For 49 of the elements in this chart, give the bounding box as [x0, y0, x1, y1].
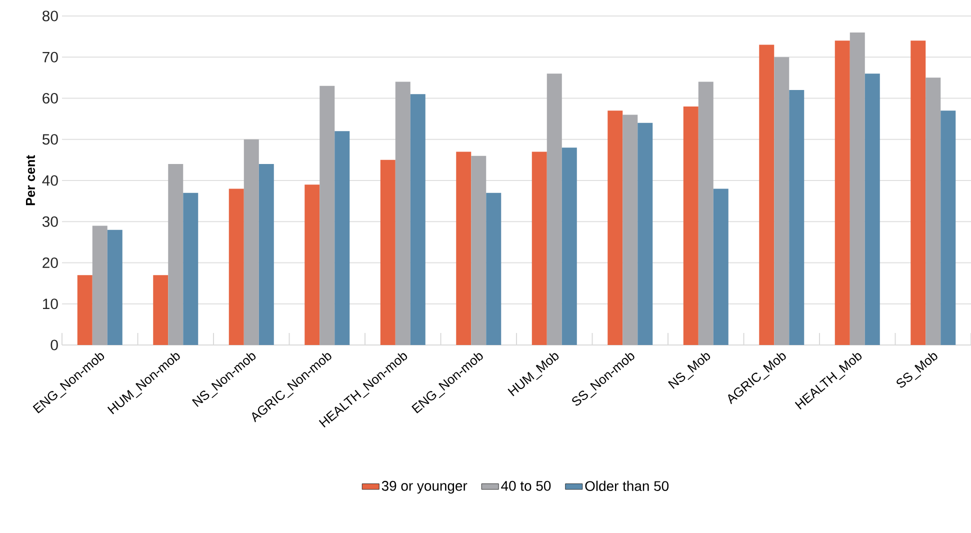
bar	[486, 192, 502, 345]
bar	[532, 152, 547, 345]
bar	[153, 275, 168, 345]
bar	[244, 139, 259, 345]
bar	[320, 86, 335, 345]
bar	[774, 57, 790, 345]
bar	[471, 156, 486, 345]
legend-label: 40 to 50	[501, 480, 551, 491]
bar	[168, 164, 184, 345]
bar	[608, 110, 623, 345]
y-tick-label: 0	[50, 340, 58, 350]
bar	[713, 188, 728, 345]
y-tick-label: 50	[42, 134, 58, 145]
legend-label: Older than 50	[585, 480, 669, 492]
bar	[622, 114, 638, 345]
bar	[183, 192, 198, 345]
legend-label: 39 or younger	[382, 480, 468, 494]
bar	[92, 226, 108, 345]
y-tick-label: 40	[42, 175, 58, 186]
bar	[834, 40, 850, 345]
bar	[638, 122, 653, 345]
bar	[910, 40, 926, 345]
y-tick-label: 80	[42, 10, 58, 22]
y-tick-label: 20	[42, 257, 58, 268]
bar	[258, 164, 274, 345]
bar	[395, 82, 410, 345]
bar	[562, 148, 577, 345]
bar	[698, 82, 714, 345]
bar	[759, 44, 774, 345]
bar	[107, 230, 122, 345]
y-axis-title: Per cent	[26, 155, 36, 206]
bar	[546, 74, 562, 345]
bar	[456, 152, 472, 345]
bar	[789, 90, 804, 345]
bar	[864, 74, 880, 345]
bar	[926, 78, 941, 345]
bar	[77, 275, 92, 345]
bar	[940, 110, 956, 345]
y-tick-label: 30	[42, 216, 58, 227]
bar	[850, 32, 865, 345]
bar	[380, 160, 396, 345]
bar	[683, 106, 698, 345]
bar	[228, 188, 244, 345]
bar	[334, 131, 350, 345]
y-tick-label: 10	[43, 298, 58, 310]
bar	[304, 184, 320, 345]
y-tick-label: 60	[42, 92, 58, 104]
y-tick-label: 70	[42, 52, 58, 62]
bar	[410, 94, 426, 345]
